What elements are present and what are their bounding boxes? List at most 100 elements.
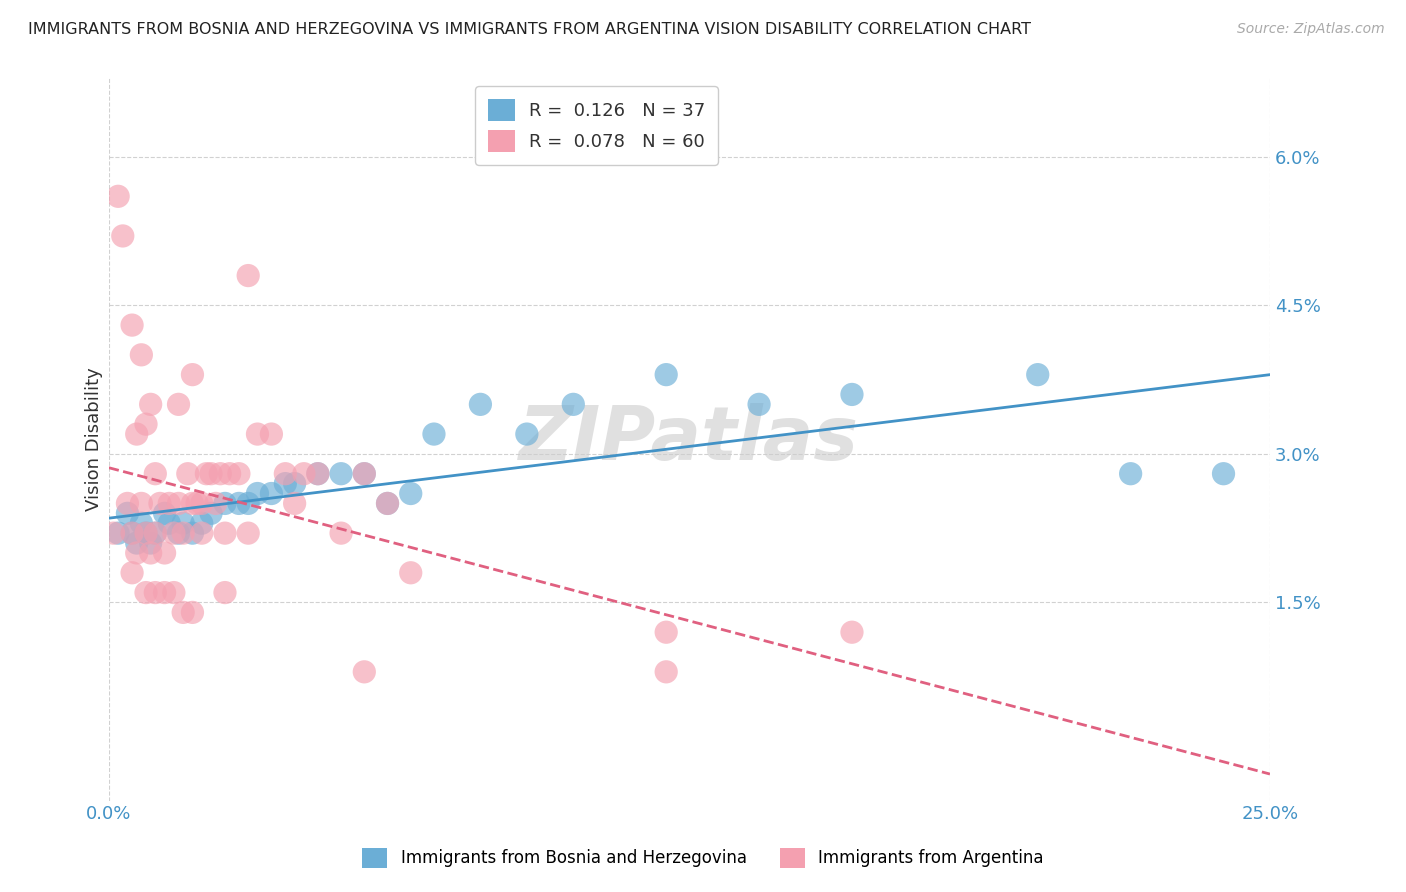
Point bbox=[125, 536, 148, 550]
Point bbox=[246, 427, 269, 442]
Point bbox=[167, 496, 190, 510]
Point bbox=[107, 526, 129, 541]
Point bbox=[655, 368, 678, 382]
Point bbox=[260, 427, 283, 442]
Point bbox=[167, 397, 190, 411]
Text: Source: ZipAtlas.com: Source: ZipAtlas.com bbox=[1237, 22, 1385, 37]
Point bbox=[135, 526, 157, 541]
Point bbox=[186, 496, 208, 510]
Point bbox=[139, 536, 162, 550]
Point bbox=[190, 516, 212, 531]
Point bbox=[117, 496, 139, 510]
Point bbox=[117, 506, 139, 520]
Point bbox=[131, 496, 153, 510]
Point bbox=[214, 526, 236, 541]
Point bbox=[307, 467, 329, 481]
Point bbox=[125, 427, 148, 442]
Point bbox=[200, 506, 222, 520]
Point bbox=[157, 516, 180, 531]
Point bbox=[470, 397, 492, 411]
Point bbox=[284, 496, 307, 510]
Point bbox=[238, 496, 260, 510]
Point bbox=[353, 665, 375, 679]
Point bbox=[655, 665, 678, 679]
Point bbox=[143, 585, 166, 599]
Point bbox=[748, 397, 770, 411]
Point bbox=[1119, 467, 1142, 481]
Point bbox=[214, 585, 236, 599]
Point bbox=[121, 526, 143, 541]
Point bbox=[153, 506, 176, 520]
Point bbox=[423, 427, 446, 442]
Point bbox=[143, 526, 166, 541]
Point bbox=[307, 467, 329, 481]
Point bbox=[143, 467, 166, 481]
Point bbox=[353, 467, 375, 481]
Point bbox=[292, 467, 315, 481]
Point bbox=[655, 625, 678, 640]
Point bbox=[228, 467, 250, 481]
Point bbox=[330, 526, 353, 541]
Point bbox=[218, 467, 240, 481]
Legend: Immigrants from Bosnia and Herzegovina, Immigrants from Argentina: Immigrants from Bosnia and Herzegovina, … bbox=[356, 841, 1050, 875]
Point bbox=[121, 566, 143, 580]
Point bbox=[167, 526, 190, 541]
Point bbox=[214, 496, 236, 510]
Point bbox=[238, 526, 260, 541]
Point bbox=[153, 546, 176, 560]
Point bbox=[139, 546, 162, 560]
Point bbox=[399, 566, 422, 580]
Point bbox=[260, 486, 283, 500]
Point bbox=[172, 606, 194, 620]
Point bbox=[125, 546, 148, 560]
Point bbox=[204, 496, 226, 510]
Point bbox=[172, 526, 194, 541]
Point bbox=[135, 526, 157, 541]
Point bbox=[246, 486, 269, 500]
Point bbox=[149, 496, 172, 510]
Legend: R =  0.126   N = 37, R =  0.078   N = 60: R = 0.126 N = 37, R = 0.078 N = 60 bbox=[475, 87, 718, 165]
Point bbox=[190, 496, 212, 510]
Point bbox=[121, 526, 143, 541]
Point bbox=[190, 526, 212, 541]
Point bbox=[353, 467, 375, 481]
Point bbox=[131, 516, 153, 531]
Point bbox=[135, 417, 157, 432]
Point bbox=[177, 467, 200, 481]
Point bbox=[200, 467, 222, 481]
Point bbox=[181, 496, 204, 510]
Text: IMMIGRANTS FROM BOSNIA AND HERZEGOVINA VS IMMIGRANTS FROM ARGENTINA VISION DISAB: IMMIGRANTS FROM BOSNIA AND HERZEGOVINA V… bbox=[28, 22, 1031, 37]
Point bbox=[181, 526, 204, 541]
Point bbox=[135, 585, 157, 599]
Point bbox=[181, 368, 204, 382]
Point bbox=[274, 476, 297, 491]
Point bbox=[841, 625, 863, 640]
Point bbox=[209, 467, 232, 481]
Text: ZIPatlas: ZIPatlas bbox=[519, 402, 859, 475]
Point bbox=[121, 318, 143, 332]
Point bbox=[153, 585, 176, 599]
Point bbox=[399, 486, 422, 500]
Point bbox=[181, 606, 204, 620]
Point bbox=[143, 526, 166, 541]
Point bbox=[111, 229, 134, 244]
Point bbox=[377, 496, 399, 510]
Point bbox=[195, 467, 218, 481]
Point bbox=[103, 526, 125, 541]
Point bbox=[274, 467, 297, 481]
Point bbox=[107, 189, 129, 203]
Point bbox=[1026, 368, 1049, 382]
Point bbox=[228, 496, 250, 510]
Point bbox=[284, 476, 307, 491]
Point bbox=[163, 526, 186, 541]
Point bbox=[841, 387, 863, 401]
Point bbox=[172, 516, 194, 531]
Point bbox=[131, 348, 153, 362]
Point bbox=[139, 397, 162, 411]
Y-axis label: Vision Disability: Vision Disability bbox=[86, 368, 103, 511]
Point bbox=[1212, 467, 1234, 481]
Point bbox=[163, 585, 186, 599]
Point bbox=[377, 496, 399, 510]
Point bbox=[157, 496, 180, 510]
Point bbox=[516, 427, 538, 442]
